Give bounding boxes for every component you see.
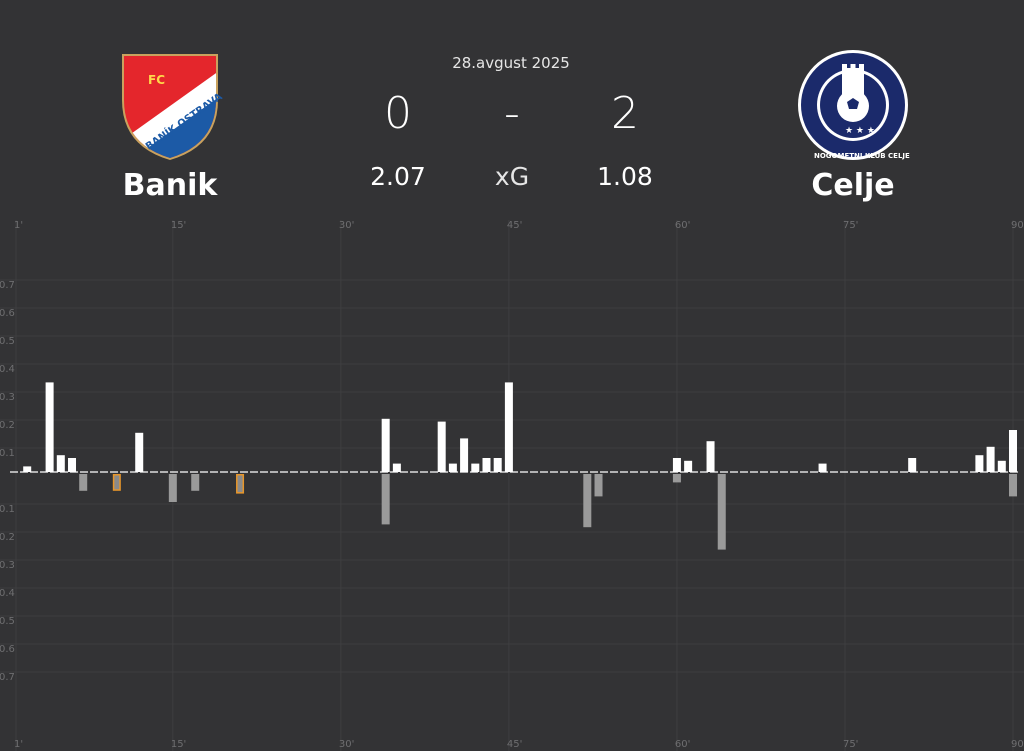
- home-xg-bar: [437, 421, 446, 472]
- y-tick-label: 0.2: [0, 420, 15, 431]
- home-xg-bar: [684, 460, 693, 472]
- home-xg-bar: [975, 455, 984, 472]
- home-xg-bar: [493, 458, 502, 472]
- home-xg-bar: [471, 463, 480, 472]
- celje-logo: ★ ★ ★ NOGOMETNI KLUB CELJE: [798, 50, 910, 160]
- away-xg-bar: [191, 474, 200, 491]
- x-tick-label: 1': [14, 220, 23, 231]
- home-xg-bar: [448, 463, 457, 472]
- y-tick-label: 0.3: [0, 392, 15, 403]
- home-xg-bar: [392, 463, 401, 472]
- home-xg-bar: [818, 463, 827, 472]
- away-xg-bar: [672, 474, 681, 483]
- x-tick-label: 30': [339, 220, 354, 231]
- xg-label: xG: [494, 162, 530, 191]
- score-separator: -: [504, 88, 520, 139]
- home-score: 0: [384, 88, 412, 139]
- x-tick-label: 45': [507, 220, 522, 231]
- x-tick-label: 45': [507, 739, 522, 750]
- home-xg-bar: [706, 441, 715, 472]
- away-xg-bar: [168, 474, 177, 502]
- x-tick-label: 75': [843, 220, 858, 231]
- home-xg: 2.07: [370, 162, 426, 191]
- home-xg-bar: [997, 460, 1006, 472]
- y-tick-label: 0.6: [0, 308, 15, 319]
- svg-text:★ ★ ★: ★ ★ ★: [845, 126, 875, 136]
- x-tick-label: 15': [171, 220, 186, 231]
- home-xg-bar: [672, 458, 681, 472]
- away-xg-bar: [717, 474, 726, 550]
- home-xg-bar: [908, 458, 917, 472]
- home-xg-bar: [460, 438, 469, 472]
- x-tick-label: 60': [675, 220, 690, 231]
- x-tick-label: 90': [1011, 220, 1024, 231]
- y-tick-label: 0.1: [0, 448, 15, 459]
- y-tick-label: 0.7: [0, 672, 15, 683]
- away-goal-bar: [112, 474, 121, 491]
- away-xg-bar: [381, 474, 390, 525]
- y-tick-label: 0.2: [0, 532, 15, 543]
- match-date: 28.avgust 2025: [452, 54, 570, 72]
- home-xg-bar: [381, 418, 390, 472]
- home-xg-bar: [986, 446, 995, 472]
- x-tick-label: 90': [1011, 739, 1024, 750]
- home-xg-bar: [23, 466, 32, 472]
- banik-logo: FC BANÍK OSTRAVA: [122, 54, 225, 160]
- y-tick-label: 0.7: [0, 280, 15, 291]
- away-xg: 1.08: [597, 162, 653, 191]
- y-tick-label: 0.5: [0, 336, 15, 347]
- away-goal-bar: [236, 474, 245, 494]
- y-tick-label: 0.4: [0, 588, 15, 599]
- home-xg-bar: [504, 382, 513, 472]
- svg-text:NOGOMETNI KLUB CELJE: NOGOMETNI KLUB CELJE: [814, 152, 910, 160]
- home-xg-bar: [68, 458, 77, 472]
- away-xg-bar: [594, 474, 603, 497]
- x-tick-label: 75': [843, 739, 858, 750]
- y-tick-label: 0.3: [0, 560, 15, 571]
- home-xg-bar: [45, 382, 54, 472]
- y-tick-label: 0.6: [0, 644, 15, 655]
- x-tick-label: 1': [14, 739, 23, 750]
- home-xg-bar: [482, 458, 491, 472]
- home-xg-bar: [56, 455, 65, 472]
- away-xg-bar: [1009, 474, 1017, 497]
- x-tick-label: 60': [675, 739, 690, 750]
- away-xg-bar: [79, 474, 88, 491]
- x-tick-label: 30': [339, 739, 354, 750]
- home-xg-bar: [135, 432, 144, 472]
- svg-text:FC: FC: [148, 73, 165, 87]
- home-xg-bar: [1009, 430, 1017, 472]
- away-score: 2: [611, 88, 639, 139]
- y-tick-label: 0.4: [0, 364, 15, 375]
- y-tick-label: 0.1: [0, 504, 15, 515]
- x-tick-label: 15': [171, 739, 186, 750]
- away-team-name: Celje: [811, 168, 895, 203]
- home-team-name: Banik: [122, 168, 218, 203]
- away-xg-bar: [583, 474, 592, 528]
- y-tick-label: 0.5: [0, 616, 15, 627]
